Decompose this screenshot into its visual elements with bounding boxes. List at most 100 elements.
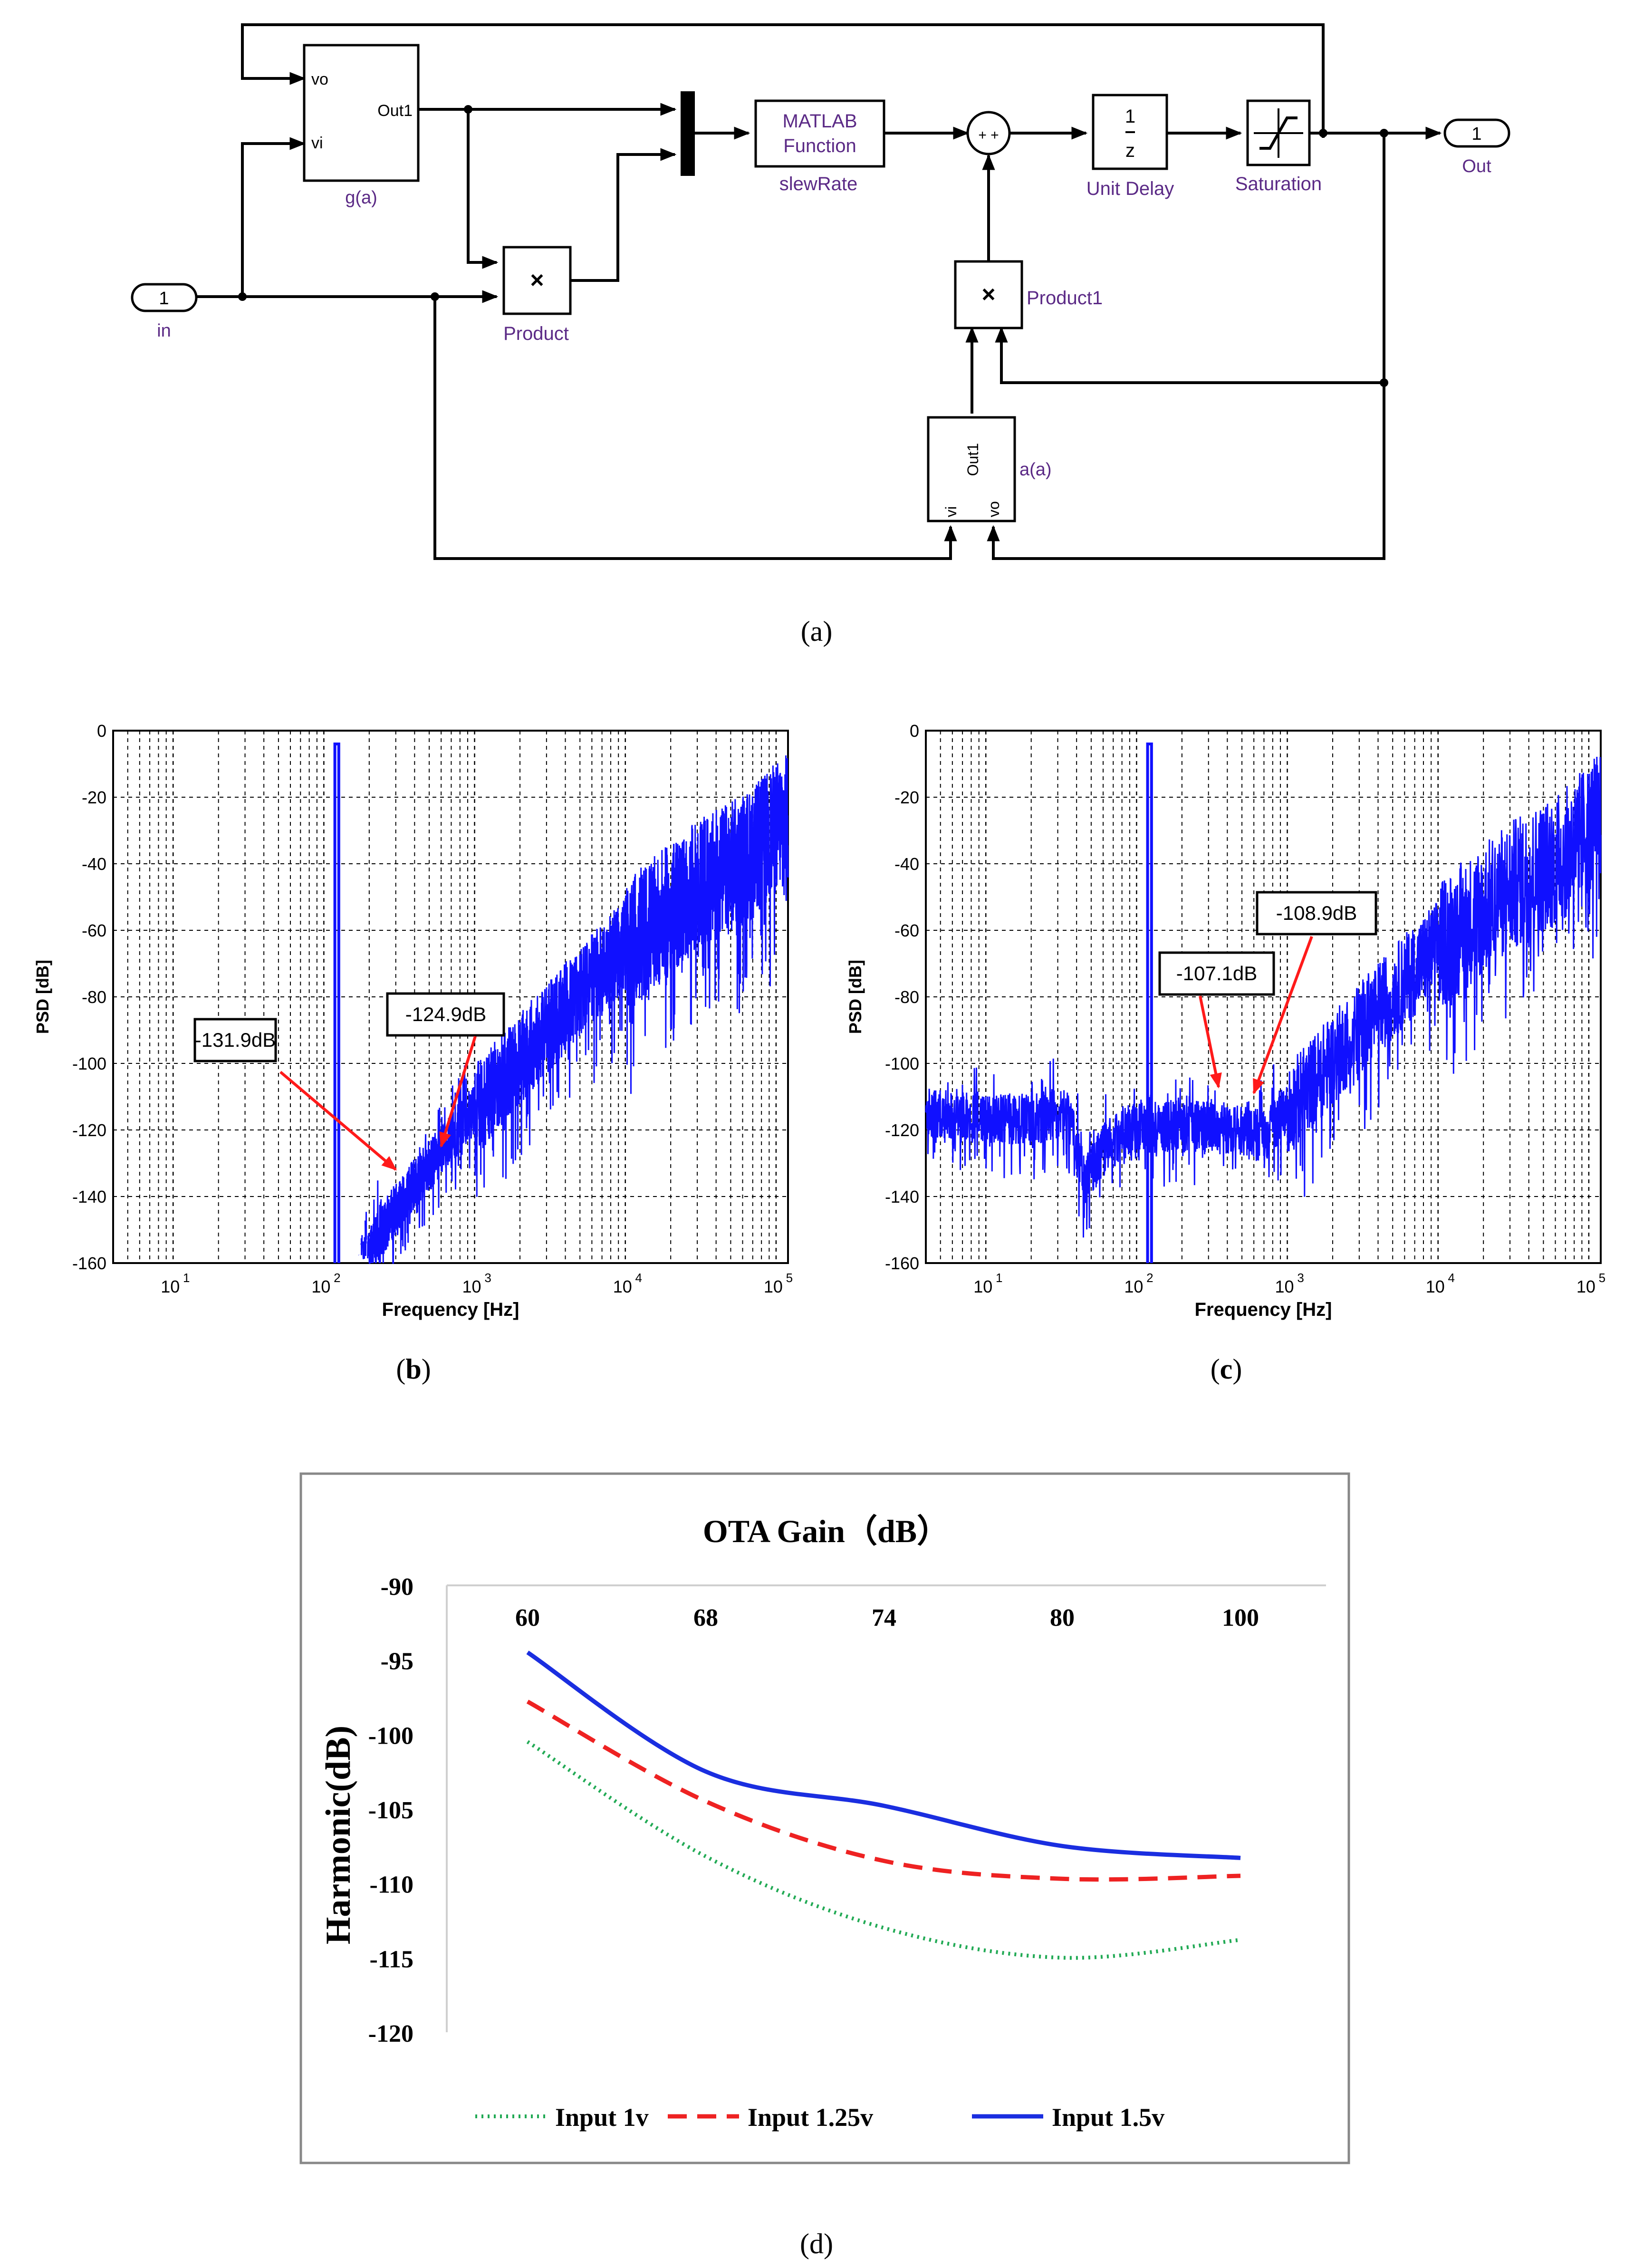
x-tick-exponent: 4 [635, 1271, 642, 1285]
x-tick-exponent: 5 [1599, 1271, 1605, 1285]
sum-block[interactable]: + + [966, 111, 1011, 155]
x-tick-label: 10 [764, 1277, 783, 1296]
annotation-b1-arrow [279, 1071, 397, 1171]
out-port[interactable]: 1 Out [1443, 118, 1510, 176]
x-tick-exponent: 2 [1146, 1271, 1153, 1285]
out-port-number: 1 [1471, 124, 1481, 144]
psd-noise-trace [925, 756, 1602, 1238]
caption-c-letter: c [1220, 1353, 1233, 1385]
unit-delay-denominator: z [1125, 140, 1135, 161]
chart-d-title: OTA Gain（dB） [703, 1513, 949, 1549]
unit-delay-label: Unit Delay [1086, 178, 1174, 199]
a-block-label: a(a) [1019, 460, 1052, 480]
xlabel-b: Frequency [Hz] [382, 1299, 519, 1320]
chart-d-ylabel: Harmonic(dB) [319, 1726, 358, 1944]
y-tick-label: -95 [381, 1648, 413, 1675]
x-tick-exponent: 5 [786, 1271, 793, 1285]
x-tick-label: 10 [1124, 1277, 1143, 1296]
y-tick-label: -110 [370, 1872, 413, 1899]
y-tick-label: -140 [885, 1187, 919, 1206]
series-line-input-1-5v [526, 1650, 1241, 1860]
psd-chart-b: 0-20-40-60-80-100-120-140-160 10 1 10 2 10 3 1… [33, 721, 793, 1385]
x-tick-label: 80 [1050, 1604, 1075, 1631]
a-block-out-port: Out1 [964, 443, 981, 476]
x-tick-label: 60 [515, 1604, 540, 1631]
slewrate-label: slewRate [779, 174, 858, 194]
product-symbol: × [530, 267, 544, 293]
grid-b [113, 731, 788, 1263]
product1-block[interactable]: × Product1 [954, 260, 1103, 329]
ylabel-b: PSD [dB] [33, 960, 52, 1034]
out-port-label: Out [1462, 156, 1491, 176]
psd-tone-spike [333, 743, 340, 1263]
y-tick-label: -80 [82, 987, 106, 1007]
y-tick-label: -160 [72, 1254, 106, 1273]
g-block[interactable]: vo vi Out1 g(a) [303, 44, 420, 208]
y-ticks-d: -90 -95 -100 -105 -110 -115 -120 [368, 1573, 413, 2047]
g-block-vo-port: vo [311, 70, 328, 88]
psd-tone-spike [1146, 743, 1153, 1263]
signal-lines [195, 23, 1442, 560]
a-block[interactable]: Out1 vi vo a(a) [927, 416, 1052, 522]
y-tick-label: -120 [885, 1120, 919, 1140]
legend-label: Input 1v [555, 2103, 649, 2132]
x-tick-label: 10 [311, 1277, 330, 1296]
x-ticks-c: 10 1 10 2 10 3 10 4 10 5 [973, 1271, 1605, 1296]
ota-gain-chart: OTA Gain（dB） -90-95-100-105-110-115-120 … [299, 1472, 1350, 2164]
unit-delay-numerator: 1 [1125, 106, 1135, 127]
caption-b-letter: b [405, 1353, 421, 1385]
unit-delay-block[interactable]: 1 z Unit Delay [1086, 94, 1174, 199]
simulink-diagram: 1 in vo vi Out1 g(a) × Product MATLAB Fu… [131, 23, 1510, 647]
x-tick-exponent: 4 [1448, 1271, 1454, 1285]
mux-block[interactable] [681, 91, 695, 176]
saturation-block[interactable]: Saturation [1235, 99, 1322, 194]
legend-label: Input 1.25v [748, 2103, 873, 2132]
in-port-number: 1 [159, 289, 169, 309]
annotation-b1: -131.9dB [193, 1018, 397, 1171]
xlabel-c: Frequency [Hz] [1195, 1299, 1332, 1320]
x-tick-label: 74 [872, 1604, 896, 1631]
matlab-function-line2: Function [783, 135, 856, 156]
y-tick-label: -60 [894, 921, 919, 940]
sum-signs: + + [978, 127, 999, 143]
y-tick-label: -120 [72, 1120, 106, 1140]
x-tick-label: 10 [1275, 1277, 1294, 1296]
y-tick-label: -90 [381, 1573, 413, 1601]
annotation-c1-label: -107.1dB [1176, 962, 1257, 984]
x-tick-label: 10 [161, 1277, 180, 1296]
ylabel-c: PSD [dB] [846, 960, 865, 1034]
annotation-c1-arrow [1199, 995, 1222, 1089]
x-tick-exponent: 3 [1297, 1271, 1304, 1285]
caption-c: (c) [1211, 1353, 1242, 1385]
y-tick-label: -100 [72, 1054, 106, 1073]
g-block-label: g(a) [345, 188, 377, 208]
y-tick-label: -100 [885, 1054, 919, 1073]
annotation-b2: -124.9dB [386, 992, 505, 1148]
x-tick-label: 10 [1576, 1277, 1596, 1296]
x-tick-exponent: 2 [334, 1271, 340, 1285]
y-tick-label: 0 [910, 721, 919, 741]
y-ticks-c: 0 -20 -40 -60 -80 -100 -120 -140 -160 [885, 721, 919, 1273]
in-port[interactable]: 1 in [131, 283, 198, 341]
caption-d: (d) [800, 2228, 833, 2259]
annotation-c2-label: -108.9dB [1276, 902, 1357, 924]
annotation-c2-arrow [1252, 936, 1313, 1095]
x-tick-label: 10 [462, 1277, 481, 1296]
junction-dots [238, 105, 1388, 387]
matlab-function-block[interactable]: MATLAB Function slewRate [754, 99, 885, 194]
x-ticks-b: 10 1 10 2 10 3 10 4 10 5 [161, 1271, 793, 1296]
y-tick-label: -100 [368, 1722, 413, 1749]
y-tick-label: -20 [894, 788, 919, 807]
annotation-c1: -107.1dB [1158, 951, 1275, 1089]
annotation-c2: -108.9dB [1252, 891, 1377, 1095]
x-tick-label: 10 [973, 1277, 992, 1296]
y-tick-label: -115 [370, 1946, 413, 1973]
x-ticks-d: 60 68 74 80 100 [515, 1604, 1259, 1631]
product1-label: Product1 [1027, 288, 1103, 309]
in-port-label: in [157, 321, 171, 341]
legend-d: Input 1v Input 1.25v Input 1.5v [475, 2103, 1164, 2132]
x-tick-label: 10 [1426, 1277, 1445, 1296]
annotation-b2-label: -124.9dB [405, 1003, 486, 1025]
product-block[interactable]: × Product [502, 246, 572, 344]
saturation-label: Saturation [1235, 174, 1322, 194]
